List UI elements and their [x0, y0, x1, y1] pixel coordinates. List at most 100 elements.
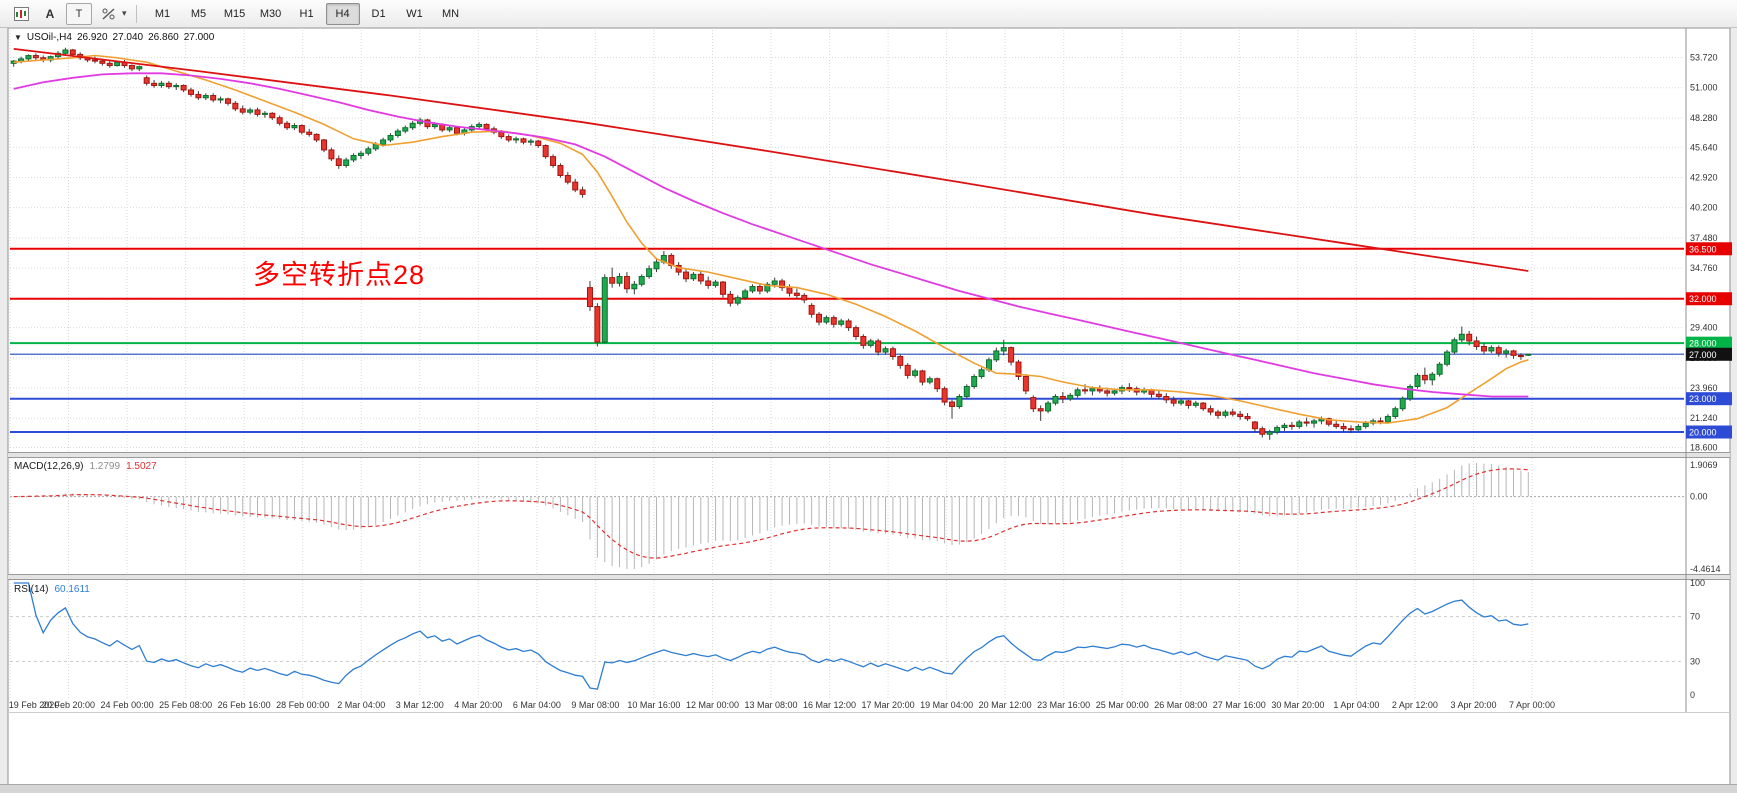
timeframe-button-h4[interactable]: H4	[325, 2, 360, 25]
rsi-line	[13, 582, 1529, 690]
text-label-tool-button[interactable]: A	[45, 6, 55, 21]
timeframe-button-d1[interactable]: D1	[371, 7, 386, 20]
ohlc-high: 27.040	[112, 32, 144, 43]
mid-ma-magenta	[13, 72, 1529, 398]
annotation-text[interactable]: 多空转折点28	[253, 260, 426, 290]
svg-text:20 Feb 20:00: 20 Feb 20:00	[42, 700, 95, 710]
svg-text:7 Apr 00:00: 7 Apr 00:00	[1509, 700, 1555, 710]
svg-text:19 Feb 2020: 19 Feb 2020	[9, 700, 60, 710]
svg-text:9 Mar 08:00: 9 Mar 08:00	[571, 700, 619, 710]
svg-text:18.600: 18.600	[1690, 443, 1718, 453]
svg-text:42.920: 42.920	[1690, 172, 1718, 182]
svg-text:2 Mar 04:00: 2 Mar 04:00	[337, 700, 385, 710]
rsi-panel-layer	[10, 582, 1684, 690]
ohlc-close: 27.000	[183, 32, 215, 43]
rsi-title: RSI(14)	[14, 584, 49, 595]
rsi-indicator-label: RSI(14) 60.1611	[14, 584, 90, 595]
svg-text:12 Mar 00:00: 12 Mar 00:00	[686, 700, 739, 710]
fast-ma-orange	[13, 54, 1529, 424]
svg-text:25 Mar 00:00: 25 Mar 00:00	[1096, 700, 1149, 710]
svg-text:2 Apr 12:00: 2 Apr 12:00	[1392, 700, 1438, 710]
svg-text:0.00: 0.00	[1690, 492, 1708, 502]
svg-text:23 Mar 16:00: 23 Mar 16:00	[1037, 700, 1090, 710]
svg-text:26 Feb 16:00: 26 Feb 16:00	[218, 700, 271, 710]
ohlc-low: 26.860	[148, 32, 179, 43]
macd-panel-layer	[10, 463, 1684, 569]
toolbar-separator	[135, 4, 137, 23]
svg-text:3 Apr 20:00: 3 Apr 20:00	[1450, 700, 1496, 710]
font-tool-button[interactable]: T	[66, 2, 92, 25]
timeframe-button-h1[interactable]: H1	[299, 7, 314, 20]
trendline-percent-icon[interactable]	[95, 3, 121, 25]
timeframe-button-mn[interactable]: MN	[441, 7, 460, 20]
svg-text:20.000: 20.000	[1689, 428, 1717, 438]
svg-text:51.000: 51.000	[1690, 83, 1718, 93]
svg-text:70: 70	[1690, 612, 1700, 622]
svg-text:40.200: 40.200	[1690, 203, 1718, 213]
svg-text:6 Mar 04:00: 6 Mar 04:00	[513, 700, 561, 710]
rsi-value: 60.1611	[54, 584, 90, 595]
svg-text:10 Mar 16:00: 10 Mar 16:00	[627, 700, 680, 710]
slow-ma-red	[13, 48, 1529, 272]
chart-window-frame	[7, 27, 1731, 786]
svg-text:27.000: 27.000	[1689, 350, 1717, 360]
grid-layer	[9, 30, 1684, 698]
svg-text:0: 0	[1690, 690, 1695, 700]
svg-text:19 Mar 04:00: 19 Mar 04:00	[920, 700, 973, 710]
macd-axis[interactable]: 1.9069 0.00 -4.4614	[1690, 460, 1721, 574]
timeframe-button-group: M1 M5 M15 M30 H1 H4 D1 W1 MN	[146, 2, 468, 25]
tools-dropdown-caret[interactable]: ▾	[122, 8, 127, 18]
svg-text:28.000: 28.000	[1689, 339, 1717, 349]
svg-text:32.000: 32.000	[1689, 294, 1717, 304]
ohlc-open: 26.920	[76, 32, 108, 43]
svg-text:17 Mar 20:00: 17 Mar 20:00	[862, 700, 915, 710]
rsi-axis[interactable]: 100 70 30 0	[1690, 578, 1705, 700]
svg-text:26 Mar 08:00: 26 Mar 08:00	[1154, 700, 1207, 710]
timeframe-button-w1[interactable]: W1	[406, 7, 423, 20]
moving-averages-layer	[13, 48, 1529, 424]
macd-signal-value: 1.5027	[126, 461, 157, 472]
svg-text:37.480: 37.480	[1690, 233, 1718, 243]
svg-text:1.9069: 1.9069	[1690, 460, 1718, 470]
timeframe-button-m30[interactable]: M30	[259, 7, 282, 20]
svg-text:45.640: 45.640	[1690, 142, 1718, 152]
chart-window-icon[interactable]	[8, 3, 34, 25]
svg-text:21.240: 21.240	[1690, 413, 1718, 423]
macd-indicator-label: MACD(12,26,9) 1.2799 1.5027	[14, 461, 157, 472]
timeframe-button-m15[interactable]: M15	[223, 7, 246, 20]
svg-text:1 Apr 04:00: 1 Apr 04:00	[1333, 700, 1379, 710]
timeframe-button-m5[interactable]: M5	[190, 7, 207, 20]
svg-text:20 Mar 12:00: 20 Mar 12:00	[979, 700, 1032, 710]
svg-text:24 Feb 00:00: 24 Feb 00:00	[101, 700, 154, 710]
horizontal-levels-layer	[10, 247, 1684, 434]
svg-text:3 Mar 12:00: 3 Mar 12:00	[396, 700, 444, 710]
candles-layer	[10, 47, 1532, 440]
svg-text:16 Mar 12:00: 16 Mar 12:00	[803, 700, 856, 710]
svg-text:30 Mar 20:00: 30 Mar 20:00	[1271, 700, 1324, 710]
svg-text:-4.4614: -4.4614	[1690, 564, 1721, 574]
horizontal-scrollbar[interactable]	[0, 784, 1737, 793]
svg-text:25 Feb 08:00: 25 Feb 08:00	[159, 700, 212, 710]
svg-text:28 Feb 00:00: 28 Feb 00:00	[276, 700, 329, 710]
collapse-triangle-icon[interactable]: ▼	[14, 33, 22, 42]
toolbar: A T ▾ M1 M5 M15 M30 H1 H4 D1 W1 MN	[0, 0, 1737, 28]
svg-text:34.760: 34.760	[1690, 263, 1718, 273]
svg-text:13 Mar 08:00: 13 Mar 08:00	[744, 700, 797, 710]
svg-text:27 Mar 16:00: 27 Mar 16:00	[1213, 700, 1266, 710]
pane-splitter[interactable]	[8, 452, 1730, 458]
pane-splitter[interactable]	[8, 574, 1730, 580]
svg-text:48.280: 48.280	[1690, 113, 1718, 123]
svg-text:53.720: 53.720	[1690, 53, 1718, 63]
svg-text:100: 100	[1690, 578, 1705, 588]
timeframe-button-m1[interactable]: M1	[154, 7, 171, 20]
svg-text:36.500: 36.500	[1689, 244, 1717, 254]
macd-title: MACD(12,26,9)	[14, 461, 84, 472]
svg-text:23.960: 23.960	[1690, 383, 1718, 393]
macd-signal-line	[13, 468, 1529, 559]
svg-text:30: 30	[1690, 656, 1700, 666]
chart-header: ▼ USOil-,H4 26.920 27.040 26.860 27.000	[14, 32, 214, 43]
